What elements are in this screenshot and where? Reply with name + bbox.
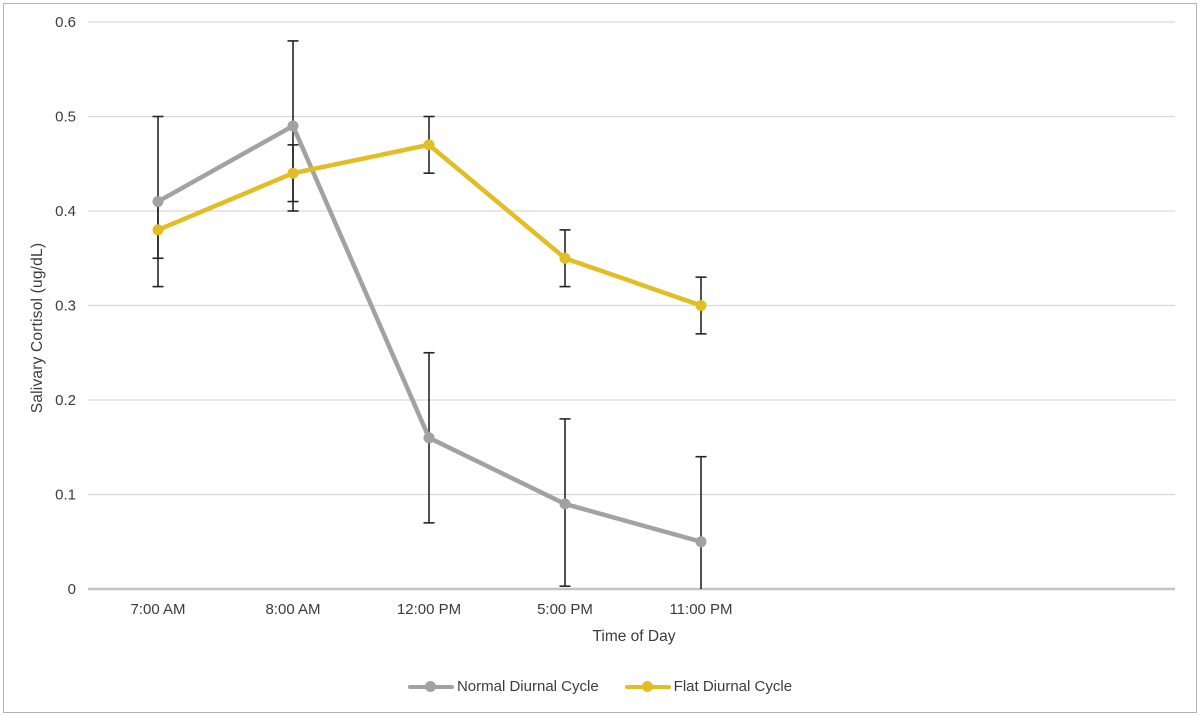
x-tick-label: 8:00 AM — [265, 601, 320, 618]
data-point-marker-flat-diurnal-cycle — [559, 252, 571, 264]
legend-label: Flat Diurnal Cycle — [673, 678, 793, 695]
legend-item-flat-diurnal-cycle: Flat Diurnal Cycle — [624, 678, 793, 695]
data-point-marker-flat-diurnal-cycle — [287, 167, 299, 179]
x-tick-label: 11:00 PM — [669, 601, 732, 618]
data-point-marker-normal-diurnal-cycle — [152, 196, 164, 208]
data-point-marker-normal-diurnal-cycle — [423, 432, 435, 444]
y-tick-label: 0.4 — [55, 203, 76, 220]
legend-item-normal-diurnal-cycle: Normal Diurnal Cycle — [407, 678, 599, 695]
data-point-marker-flat-diurnal-cycle — [423, 139, 435, 151]
legend-line-marker-icon — [624, 681, 671, 693]
data-point-marker-flat-diurnal-cycle — [695, 300, 707, 311]
x-tick-label: 5:00 PM — [537, 601, 593, 618]
legend-label: Normal Diurnal Cycle — [456, 678, 599, 695]
data-point-marker-flat-diurnal-cycle — [152, 224, 164, 236]
y-tick-label: 0.5 — [55, 109, 76, 126]
y-axis-title: Salivary Cortisol (ug/dL) — [29, 242, 46, 414]
y-tick-label: 0.1 — [55, 487, 76, 504]
y-tick-label: 0.3 — [55, 298, 76, 315]
x-axis-title: Time of Day — [592, 628, 676, 645]
data-point-marker-normal-diurnal-cycle — [695, 536, 707, 548]
chart-legend: Normal Diurnal Cycle Flat Diurnal Cycle — [407, 678, 793, 695]
x-tick-label: 12:00 PM — [397, 601, 461, 618]
data-point-marker-normal-diurnal-cycle — [287, 120, 299, 132]
y-tick-label: 0.6 — [55, 14, 76, 31]
y-tick-label: 0 — [68, 581, 76, 598]
x-tick-label: 7:00 AM — [130, 601, 185, 618]
y-tick-label: 0.2 — [55, 392, 76, 409]
data-point-marker-normal-diurnal-cycle — [559, 498, 571, 510]
legend-line-marker-icon — [407, 681, 454, 693]
